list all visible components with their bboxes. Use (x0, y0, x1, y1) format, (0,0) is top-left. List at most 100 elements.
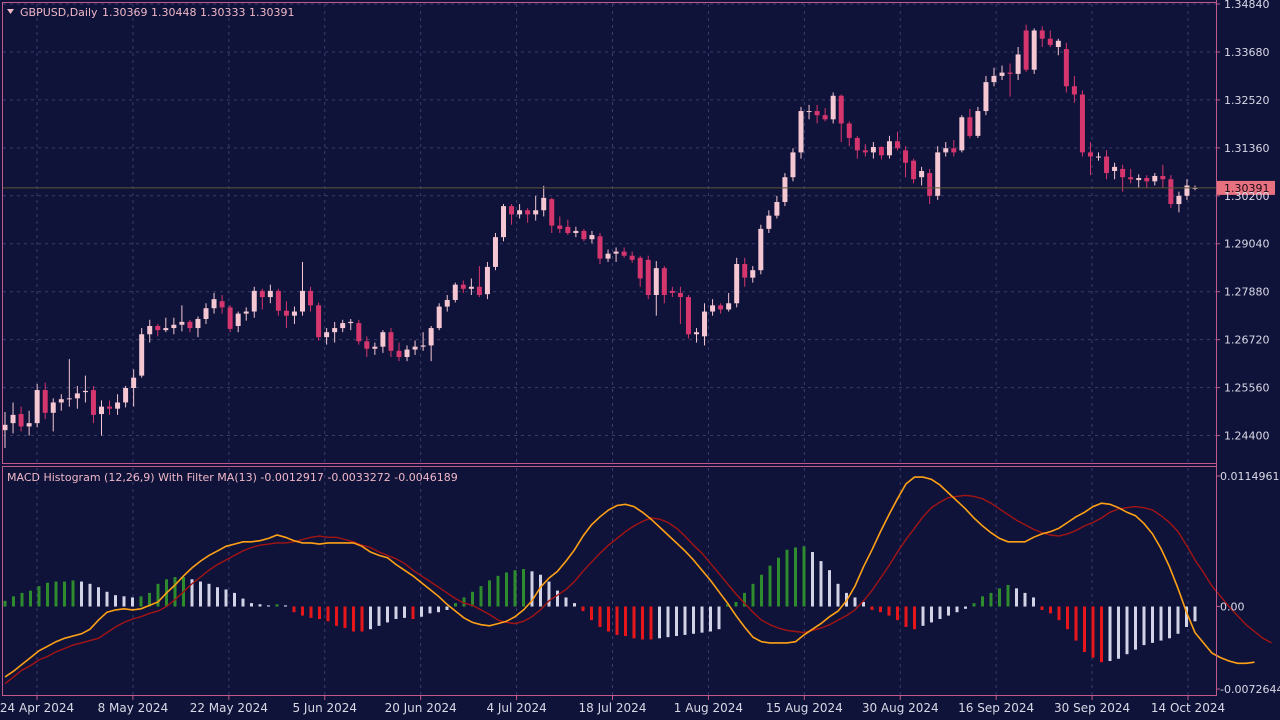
histogram-bar (275, 604, 279, 607)
candle (541, 185, 547, 217)
candle-body (436, 306, 442, 329)
time-tick-label: 4 Jul 2024 (486, 701, 546, 715)
candle (1112, 162, 1118, 180)
candle-body (911, 160, 917, 180)
candle-body (509, 206, 515, 215)
histogram-bar (564, 597, 568, 607)
candle-body (693, 332, 699, 335)
candle (758, 224, 764, 275)
histogram-bar (853, 597, 857, 607)
candle (1079, 90, 1085, 157)
candle (179, 305, 185, 332)
candle-body (74, 393, 80, 399)
histogram-bar (547, 581, 551, 607)
histogram-bar (445, 606, 449, 610)
candle-body (975, 111, 981, 136)
candle (1096, 152, 1102, 161)
histogram-bar (998, 588, 1001, 607)
candle (468, 278, 474, 296)
candle-body (798, 111, 804, 153)
candle (597, 233, 603, 265)
histogram-bar (1151, 606, 1154, 643)
candle-body (227, 307, 233, 329)
histogram-bar (1074, 606, 1078, 641)
candle (484, 261, 490, 300)
candle (549, 197, 555, 233)
histogram-bar (80, 581, 83, 607)
candle-body (758, 228, 764, 271)
histogram-bar (1083, 606, 1086, 652)
candle (476, 266, 482, 298)
candle-body (870, 147, 876, 153)
time-tick-label: 22 May 2024 (190, 701, 268, 715)
candle (533, 195, 539, 221)
candle-body (702, 311, 708, 337)
candle-body (774, 201, 780, 216)
candle-body (750, 270, 756, 278)
candle (203, 303, 209, 324)
histogram-bar (734, 601, 738, 607)
candle-body (999, 72, 1005, 76)
candle-body (814, 111, 820, 116)
histogram-bar (318, 606, 321, 620)
histogram-bar (335, 606, 338, 626)
histogram-bar (343, 606, 347, 629)
histogram-bar (454, 603, 457, 607)
symbol-label: GBPUSD,Daily (20, 6, 98, 19)
candle-body (1079, 94, 1085, 153)
histogram-bar (590, 606, 593, 621)
histogram-bar (488, 580, 491, 607)
candle (444, 295, 450, 312)
candle-body (332, 328, 338, 333)
candle (637, 255, 643, 287)
candle (846, 121, 852, 147)
candle (123, 385, 129, 408)
histogram-bar (1040, 606, 1044, 610)
time-tick-label: 16 Sep 2024 (958, 701, 1034, 715)
indicator-tick-label: -0.0072644 (1220, 683, 1280, 696)
current-price-tag-label: 1.30391 (1224, 182, 1270, 195)
histogram-bar (505, 572, 508, 607)
candle (1184, 179, 1190, 200)
candle (1039, 26, 1045, 47)
candle-body (557, 225, 563, 229)
histogram-bar (802, 546, 806, 607)
candle (718, 303, 724, 314)
candle-body (1071, 86, 1077, 95)
candle (645, 255, 651, 300)
histogram-bar (54, 581, 58, 607)
histogram-bar (190, 579, 194, 607)
candle (1087, 142, 1093, 176)
candle-body (878, 147, 884, 156)
price-axis-labels: 1.34840 1.33680 1.32520 1.31360 1.30200 1.290… (1216, 0, 1270, 443)
candle (420, 332, 426, 351)
histogram-bar (887, 606, 891, 616)
candle-body (364, 341, 370, 349)
candle (927, 168, 933, 205)
candle (911, 158, 917, 184)
histogram-bar (139, 596, 143, 607)
dropdown-triangle-icon[interactable] (7, 9, 14, 14)
candle (951, 139, 957, 157)
candle-body (131, 377, 137, 389)
candle-body (903, 150, 909, 163)
candle (895, 131, 900, 151)
candle-body (525, 210, 531, 215)
candle (1007, 63, 1013, 97)
candle (621, 247, 627, 258)
candle-body (1087, 152, 1093, 157)
candle (710, 299, 716, 316)
histogram-bar (224, 589, 228, 607)
histogram-bar (352, 606, 355, 632)
histogram-bar (768, 565, 772, 607)
histogram-bar (811, 552, 814, 607)
histogram-bar (1032, 597, 1035, 607)
indicator-title: MACD Histogram (12,26,9) With Filter MA(… (7, 471, 458, 484)
candle-body (2, 424, 8, 431)
candle (919, 166, 925, 186)
candle-body (58, 399, 64, 403)
histogram-bar (675, 606, 678, 637)
candle-body (356, 323, 362, 342)
